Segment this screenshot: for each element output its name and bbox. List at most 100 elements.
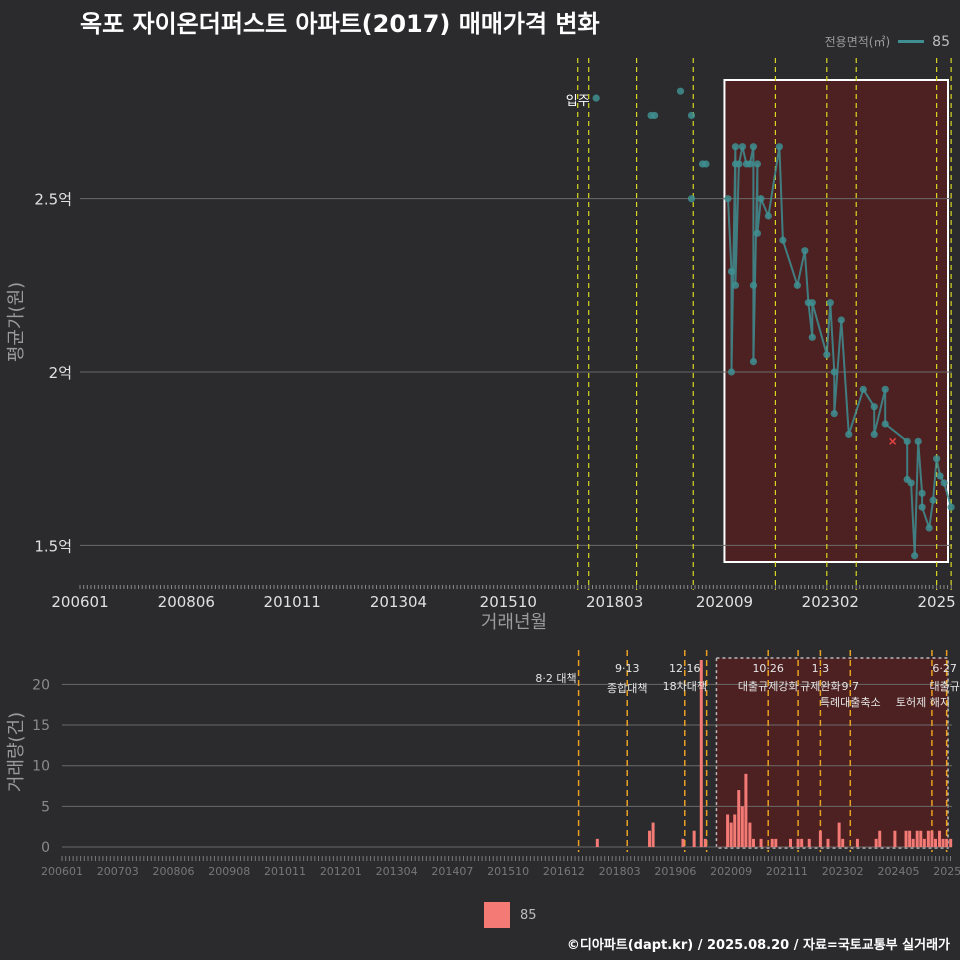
price-point [907, 479, 915, 487]
policy-annotation: 종합대책 [607, 682, 647, 695]
price-point [918, 489, 926, 497]
price-point [749, 143, 758, 151]
legend-bottom-label: 85 [520, 907, 537, 923]
price-point [749, 358, 758, 366]
volume-bar [744, 773, 748, 847]
volume-bar [818, 830, 822, 847]
x-axis-label: 거래년월 [481, 612, 547, 633]
price-point [933, 455, 941, 463]
y-tick-label-bottom: 10 [32, 759, 50, 775]
policy-annotation: 대출규 [929, 680, 959, 693]
volume-bar [855, 838, 859, 847]
price-point [823, 351, 831, 359]
policy-annotation: 규제완화 [800, 680, 840, 693]
price-point [676, 87, 685, 95]
volume-bar [774, 838, 778, 847]
x-tick-label-bottom: 201612 [543, 865, 585, 878]
x-tick-label-bottom: 201407 [431, 865, 473, 878]
price-point [757, 195, 765, 203]
volume-bar [733, 814, 737, 847]
x-tick-label: 202302 [802, 593, 859, 611]
price-point [746, 160, 754, 168]
x-tick-label: 201803 [586, 593, 643, 611]
y-axis-label-bottom: 거래량(건) [6, 712, 27, 792]
volume-bar [874, 838, 878, 847]
x-tick-label-bottom: 200703 [97, 865, 139, 878]
volume-bar [726, 814, 730, 847]
x-tick-label-bottom: 201201 [320, 865, 362, 878]
outlier-marker [889, 437, 897, 445]
x-tick-label-bottom: 200601 [41, 865, 83, 878]
highlight-box-bottom [715, 657, 949, 849]
legend-top: 전용면적(㎡) 85 [825, 33, 950, 50]
volume-bar [915, 830, 919, 847]
volume-bar [751, 838, 755, 847]
legend-bottom: 85 [484, 902, 537, 928]
price-point [793, 281, 801, 289]
price-point [749, 281, 758, 289]
volume-bar [648, 830, 652, 847]
price-point [753, 229, 761, 237]
x-tick-label-bottom: 201304 [376, 865, 418, 878]
volume-bar [748, 822, 752, 847]
price-point [702, 160, 710, 168]
x-tick-label: 200806 [158, 593, 215, 611]
price-point [925, 524, 933, 532]
price-point [830, 368, 838, 376]
volume-bar [945, 838, 949, 847]
highlight-box [723, 79, 949, 563]
volume-bar [740, 806, 744, 847]
price-point [947, 503, 955, 511]
policy-annotation: 1·3 [812, 662, 830, 675]
price-point [914, 437, 922, 445]
x-tick-label-bottom: 202508 [933, 865, 960, 878]
move-in-annotation: 입주 [566, 94, 590, 109]
x-tick-label: 200601 [51, 593, 108, 611]
volume-bar [911, 838, 915, 847]
price-point [870, 403, 878, 411]
policy-annotation: 대출규제강화 [738, 680, 799, 693]
price-point [870, 430, 878, 438]
price-point [808, 333, 816, 341]
x-tick-label: 201304 [370, 593, 427, 611]
policy-annotation: 18차대책 [663, 680, 707, 693]
price-point [826, 299, 834, 307]
x-tick-label: 202009 [696, 593, 753, 611]
policy-annotation: 12·16 [669, 662, 701, 675]
volume-bar [729, 822, 733, 847]
price-point [881, 385, 889, 393]
volume-bar [703, 838, 707, 847]
price-point [592, 94, 600, 102]
price-point [940, 479, 948, 487]
volume-bar [759, 838, 763, 847]
x-tick-label-bottom: 201803 [599, 865, 641, 878]
x-tick-label-bottom: 202302 [822, 865, 864, 878]
x-tick-label-bottom: 202111 [766, 865, 808, 878]
volume-bar [651, 822, 655, 847]
price-point [779, 236, 787, 244]
price-point [929, 496, 937, 504]
volume-bar [595, 838, 599, 847]
volume-bar [796, 838, 800, 847]
volume-bar [904, 830, 908, 847]
policy-annotation: 6·27 [932, 662, 957, 675]
volume-bar [800, 838, 804, 847]
price-point [808, 299, 816, 307]
price-point [724, 195, 732, 203]
price-point [837, 316, 845, 324]
volume-bar [949, 838, 953, 847]
price-point [845, 430, 853, 438]
y-tick-label: 2억 [49, 364, 72, 382]
x-tick-label-bottom: 202405 [877, 865, 919, 878]
volume-bar [789, 838, 793, 847]
footer-credit: ©디아파트(dapt.kr) / 2025.08.20 / 자료=국토교통부 실… [566, 938, 950, 953]
legend-line-swatch [898, 40, 925, 43]
price-point [731, 281, 740, 289]
volume-bar [692, 830, 696, 847]
policy-annotation: 9·13 [615, 662, 640, 675]
volume-bar [922, 838, 926, 847]
volume-bar [826, 838, 830, 847]
price-point [650, 111, 659, 120]
volume-bar [919, 830, 923, 847]
